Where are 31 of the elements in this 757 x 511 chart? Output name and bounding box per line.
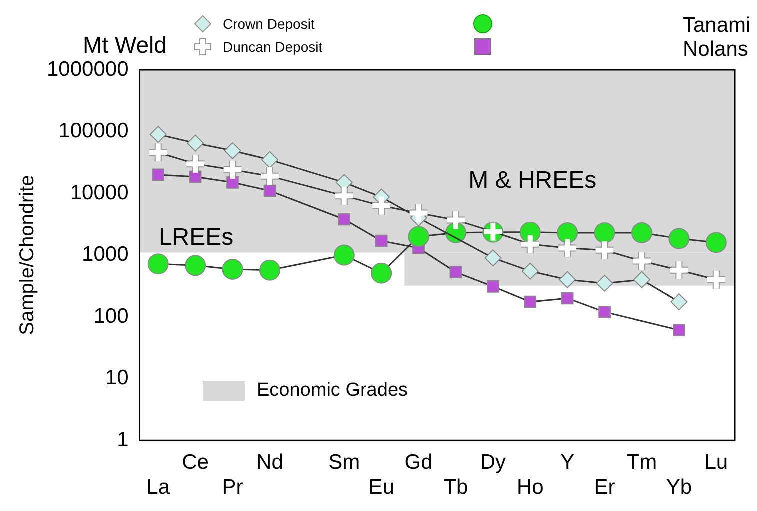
- x-tick-label: Ho: [516, 476, 544, 500]
- legend-label: Crown Deposit: [223, 16, 315, 32]
- y-tick-label: 1000000: [46, 58, 129, 81]
- annotation: M & HREEs: [468, 166, 597, 194]
- x-tick-label: Dy: [480, 450, 507, 474]
- text: Tanami: [683, 14, 751, 38]
- y-tick-label: 1000: [82, 243, 129, 266]
- x-tick-label: Nd: [256, 450, 284, 474]
- x-tick-label: Ce: [182, 450, 209, 474]
- x-tick-label: La: [146, 476, 170, 500]
- x-tick-label: Eu: [368, 476, 394, 500]
- y-axis-title: Sample/Chondrite: [16, 175, 39, 336]
- text: Nolans: [683, 38, 748, 62]
- y-tick-label: 100: [94, 304, 129, 328]
- x-tick-label: Tb: [444, 476, 468, 500]
- text: Mt Weld: [83, 32, 167, 59]
- x-tick-label: Sm: [328, 450, 360, 474]
- x-tick-label: Er: [594, 476, 616, 500]
- x-tick-label: Pr: [222, 476, 244, 500]
- x-tick-label: Y: [560, 450, 575, 474]
- y-tick-label: 1: [117, 428, 129, 452]
- legend-label: Economic Grades: [257, 380, 408, 402]
- x-tick-label: Gd: [404, 450, 433, 474]
- y-tick-label: 100000: [58, 120, 129, 143]
- x-tick-label: Lu: [704, 450, 728, 474]
- legend-label: Duncan Deposit: [223, 39, 323, 55]
- x-tick-label: Tm: [626, 450, 658, 474]
- x-tick-label: Yb: [666, 476, 692, 500]
- y-tick-label: 10: [105, 366, 129, 390]
- y-tick-label: 10000: [70, 181, 129, 204]
- annotation: LREEs: [158, 224, 234, 252]
